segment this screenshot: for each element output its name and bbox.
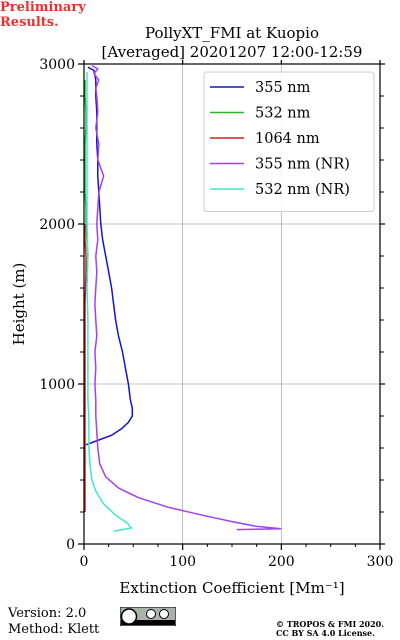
series-line xyxy=(84,224,87,512)
series-line xyxy=(85,66,134,446)
y-tick-label: 2000 xyxy=(39,217,75,233)
series-group xyxy=(84,64,282,532)
legend-label: 355 nm (NR) xyxy=(255,157,350,173)
y-axis-label: Height (m) xyxy=(10,263,28,346)
x-axis-label: Extinction Coefficient [Mm⁻¹] xyxy=(119,579,344,597)
series-line xyxy=(86,72,133,532)
preliminary-results-label: Preliminary Results. xyxy=(0,0,86,30)
series-line xyxy=(91,64,282,531)
copyright-notice: © TROPOS & FMI 2020. CC BY SA 4.0 Licens… xyxy=(276,620,400,638)
license-line: CC BY SA 4.0 License. xyxy=(276,628,375,638)
y-tick-label: 3000 xyxy=(39,57,75,73)
version-label: Version: 2.0 xyxy=(8,606,87,621)
legend-label: 532 nm xyxy=(255,106,311,122)
y-tick-label: 0 xyxy=(66,537,75,553)
method-label: Method: Klett xyxy=(8,622,100,637)
cc-by-sa-logo xyxy=(120,607,176,626)
legend-label: 532 nm (NR) xyxy=(255,182,350,198)
legend-label: 355 nm xyxy=(255,80,311,96)
x-tick-label: 100 xyxy=(169,554,196,570)
copyright-line: © TROPOS & FMI 2020. xyxy=(276,619,385,629)
extinction-chart: PollyXT_FMI at Kuopio [Averaged] 2020120… xyxy=(10,24,393,597)
chart-title: PollyXT_FMI at Kuopio xyxy=(145,24,319,42)
x-tick-label: 300 xyxy=(367,554,394,570)
legend-label: 1064 nm xyxy=(255,131,320,147)
y-tick-label: 1000 xyxy=(39,377,75,393)
legend-box xyxy=(203,71,375,212)
legend: 355 nm 532 nm 1064 nm 355 nm (NR) 532 nm (NR… xyxy=(203,71,375,212)
x-tick-label: 200 xyxy=(268,554,295,570)
chart-subtitle: [Averaged] 20201207 12:00-12:59 xyxy=(102,43,363,61)
x-tick-label: 0 xyxy=(80,554,89,570)
